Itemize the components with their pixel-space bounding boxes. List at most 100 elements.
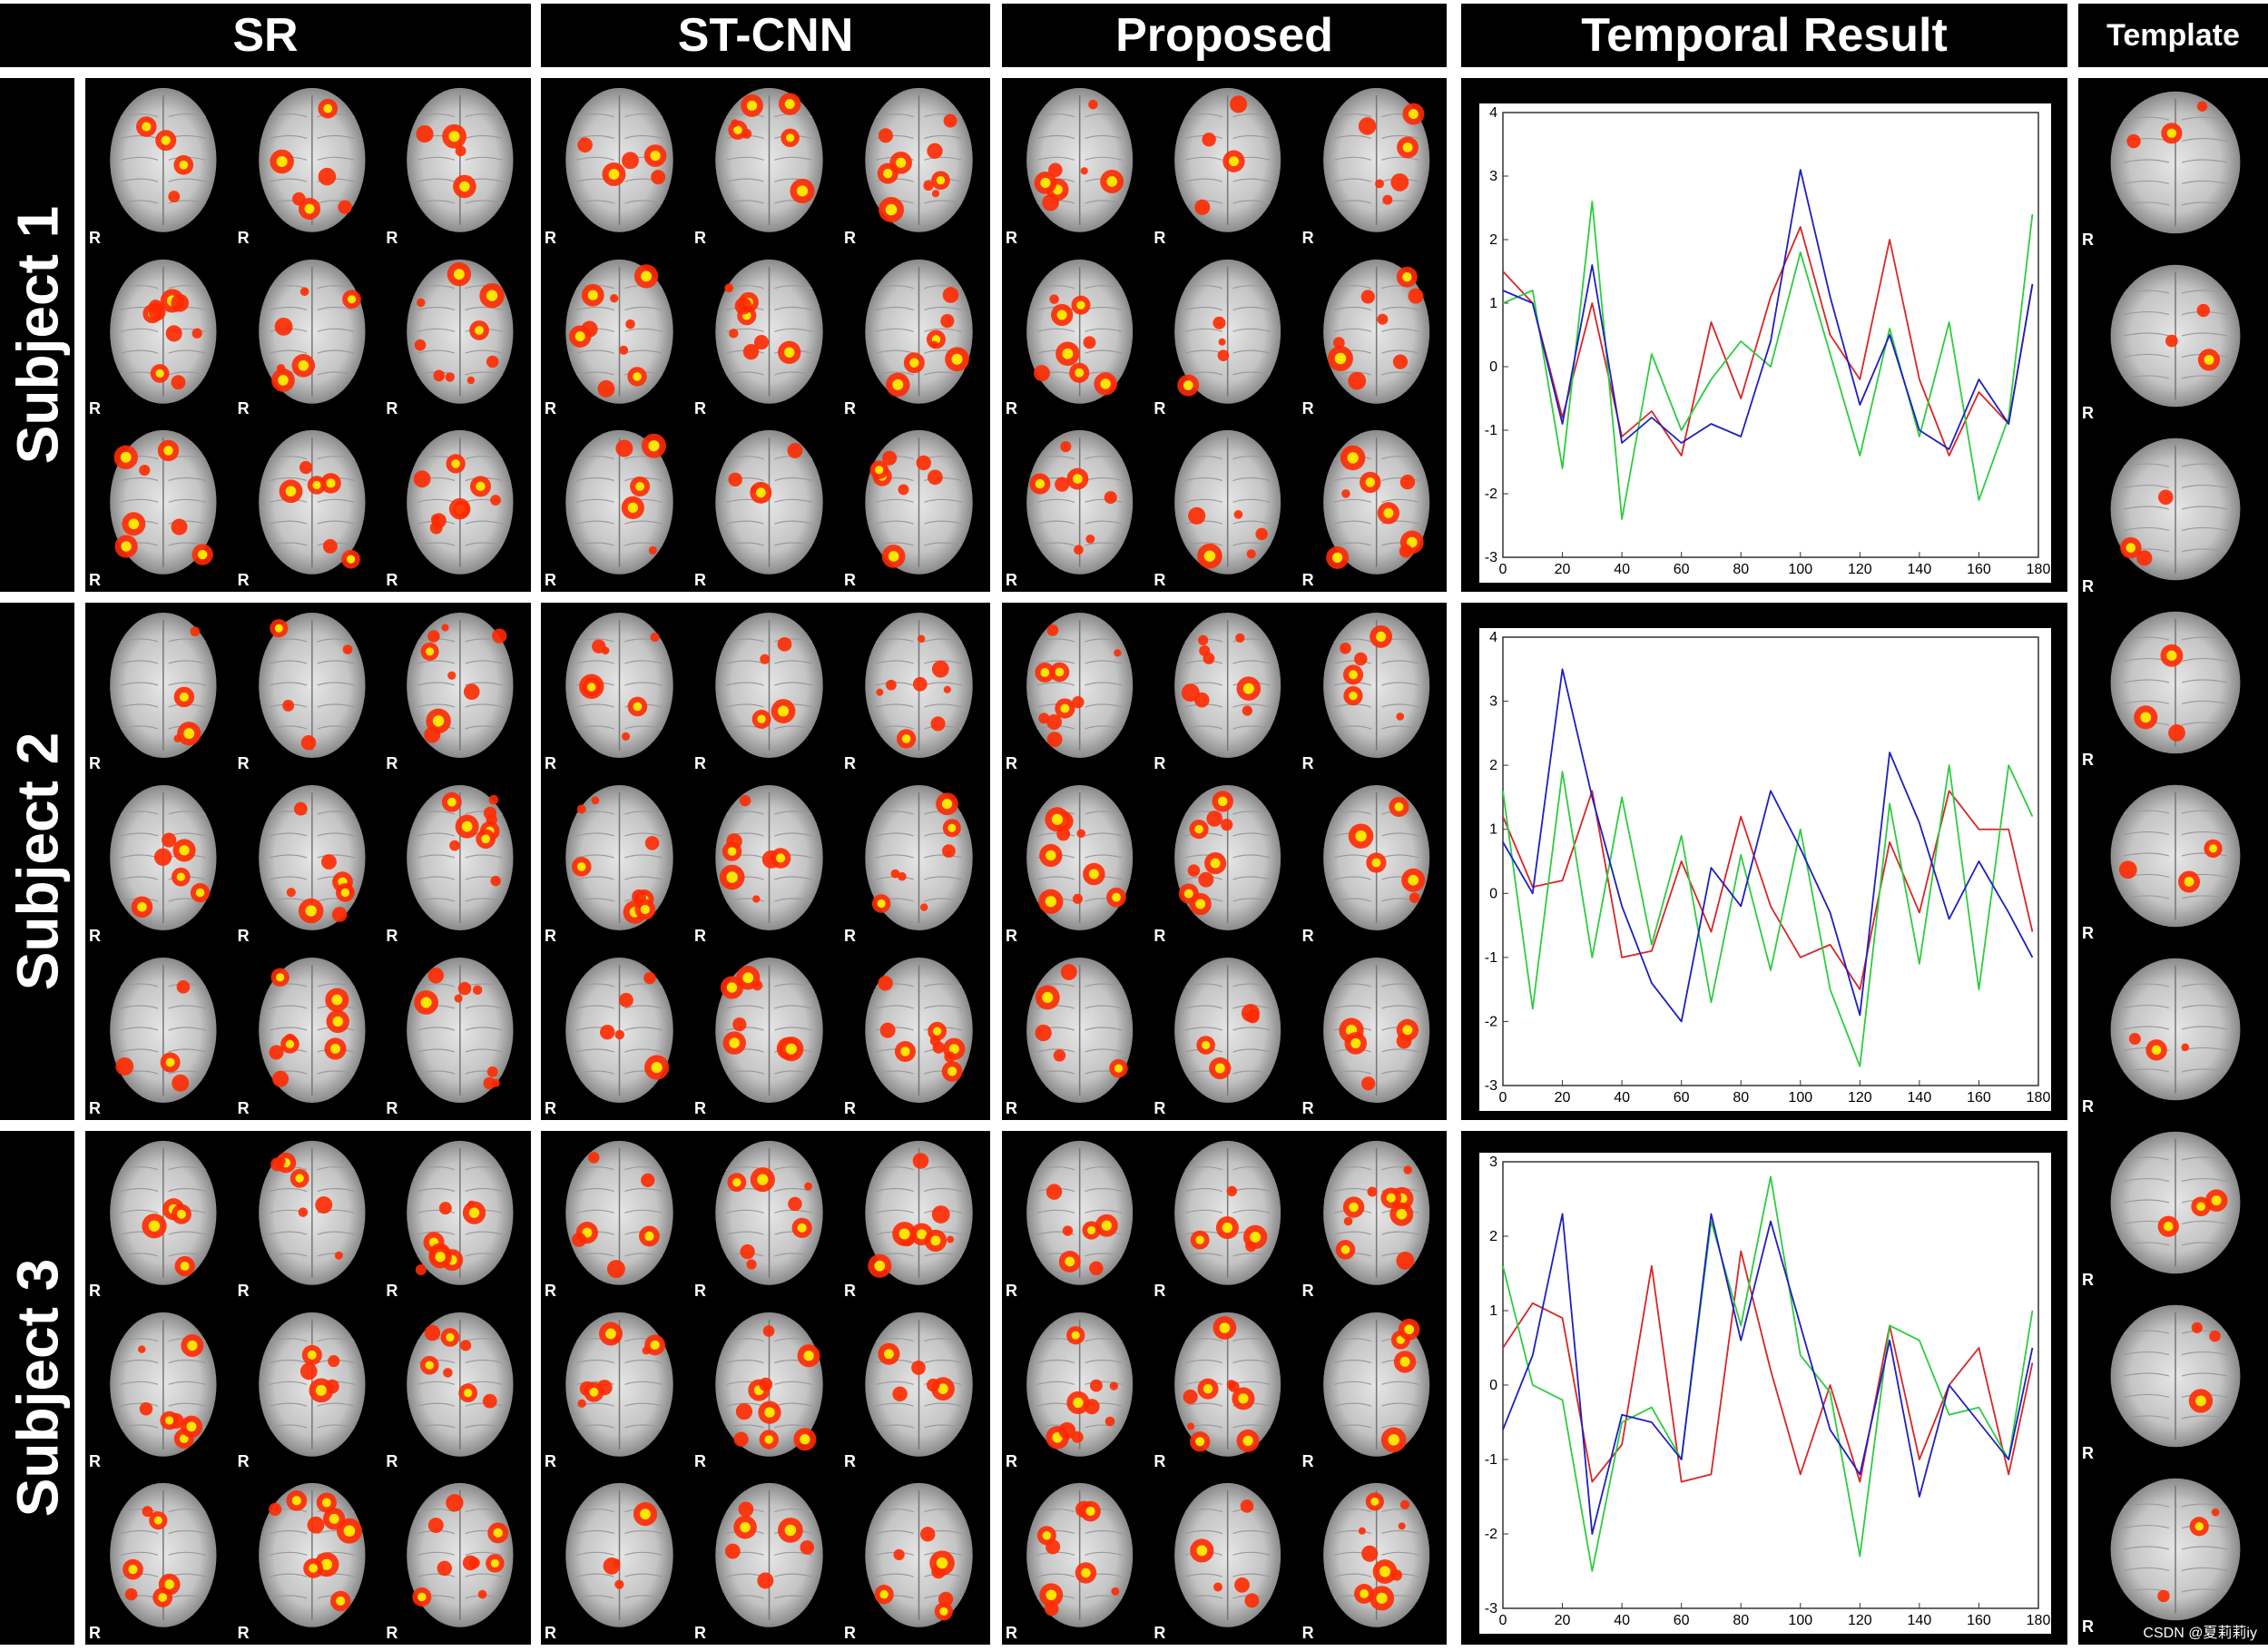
activation-blob [1392,354,1408,369]
y-tick-label: 1 [1489,1303,1497,1319]
activation-blob [943,113,957,128]
brain-panel-sr-subject-1: R R R R R R R R R [85,78,531,592]
brain-slice-image [865,1312,973,1457]
row-label-subject-3-text: Subject 3 [5,1258,70,1518]
brain-gyrus [1036,156,1123,161]
brain-slice-image [1026,784,1134,931]
orientation-marker: R [386,570,398,589]
activation-core [1112,892,1121,902]
brain-gyrus [269,832,355,837]
activation-core [644,1231,654,1242]
activation-core [340,888,349,898]
activation-core [1242,1435,1254,1446]
orientation-marker: R [1154,399,1166,418]
activation-core [1406,536,1418,548]
brain-gyrus [269,306,355,310]
brain-gyrus [875,832,963,837]
orientation-marker: R [1154,1099,1166,1117]
activation-blob [892,1386,908,1401]
brain-gyrus [417,1402,504,1407]
activation-blob [439,1202,453,1215]
activation-core [446,1332,455,1341]
activation-blob [1089,1261,1104,1276]
activation-blob [890,869,900,879]
activation-blob [916,456,931,471]
brain-slice-image [258,259,366,404]
y-tick-label: -2 [1485,486,1497,502]
activation-blob [739,794,751,807]
brain-gyrus [120,1005,206,1009]
brain-panel-st-cnn-subject-2: R R R R R R R R R [541,603,990,1120]
brain-gyrus [417,1048,504,1053]
orientation-marker: R [2082,1097,2094,1115]
activation-blob [1218,338,1226,346]
brain-slice-cell: R [1150,78,1298,250]
brain-gyrus [725,520,813,526]
activation-blob [172,1074,190,1092]
activation-core [426,647,435,656]
brain-gyrus [1185,725,1271,730]
activation-blob [446,1494,464,1512]
activation-core [1195,899,1206,909]
temporal-panel-subject-1: 0 20 40 60 80 100 120 140 160 180 -3 -2 -1 0 1 2 3 4 [1461,78,2067,592]
brain-slice-image [407,259,514,404]
brain-slice-image [715,87,823,232]
activation-core [784,347,795,358]
activation-core [274,624,283,633]
activation-blob [1188,507,1206,526]
activation-core [315,1384,327,1396]
orientation-marker: R [1006,1281,1017,1300]
activation-blob [643,971,656,985]
orientation-marker: R [844,927,856,945]
activation-blob [168,191,181,203]
activation-blob [1353,652,1368,666]
activation-blob [788,1196,802,1212]
brain-gyrus [1036,328,1123,332]
brain-slice-image [110,612,217,759]
brain-slice-cell: R [382,420,531,592]
template-slice-image [2110,1478,2241,1621]
activation-core [1060,703,1070,713]
orientation-marker: R [1154,754,1166,772]
brain-gyrus [120,1381,206,1385]
activation-core [347,294,356,304]
activation-blob [176,980,191,994]
brain-gyrus [2123,830,2228,836]
brain-slice-image [865,612,973,759]
brain-gyrus [417,1231,504,1235]
brain-slice-image [1026,259,1134,404]
orientation-marker: R [844,1623,856,1642]
activation-blob [1408,288,1424,304]
brain-gyrus [875,1402,963,1407]
activation-core [732,1177,741,1187]
orientation-marker: R [694,927,706,945]
activation-blob [787,443,803,459]
activation-blob [931,190,940,198]
orientation-marker: R [2082,231,2094,249]
activation-core [1365,477,1375,487]
activation-core [640,904,650,915]
activation-blob [2196,303,2210,318]
activation-core [576,862,586,871]
x-tick-label: 20 [1555,1613,1571,1628]
brain-gyrus [417,349,504,354]
activation-blob [746,1259,757,1270]
activation-blob [2158,489,2174,506]
brain-slice-cell: R [1002,1131,1150,1302]
activation-core [176,1209,186,1219]
brain-gyrus [120,499,206,504]
brain-gyrus [120,660,206,664]
brain-slice-cell: R [840,775,990,948]
activation-core [180,1262,190,1272]
activation-blob [153,848,172,867]
brain-gyrus [417,200,504,204]
activation-blob [1194,692,1210,708]
brain-gyrus [1185,178,1271,182]
template-slice-image [2110,437,2241,581]
activation-core [648,440,660,452]
activation-core [797,1223,807,1233]
brain-gyrus [269,1424,355,1429]
activation-core [888,551,899,563]
brain-gyrus [417,1166,504,1171]
orientation-marker: R [844,1099,856,1117]
